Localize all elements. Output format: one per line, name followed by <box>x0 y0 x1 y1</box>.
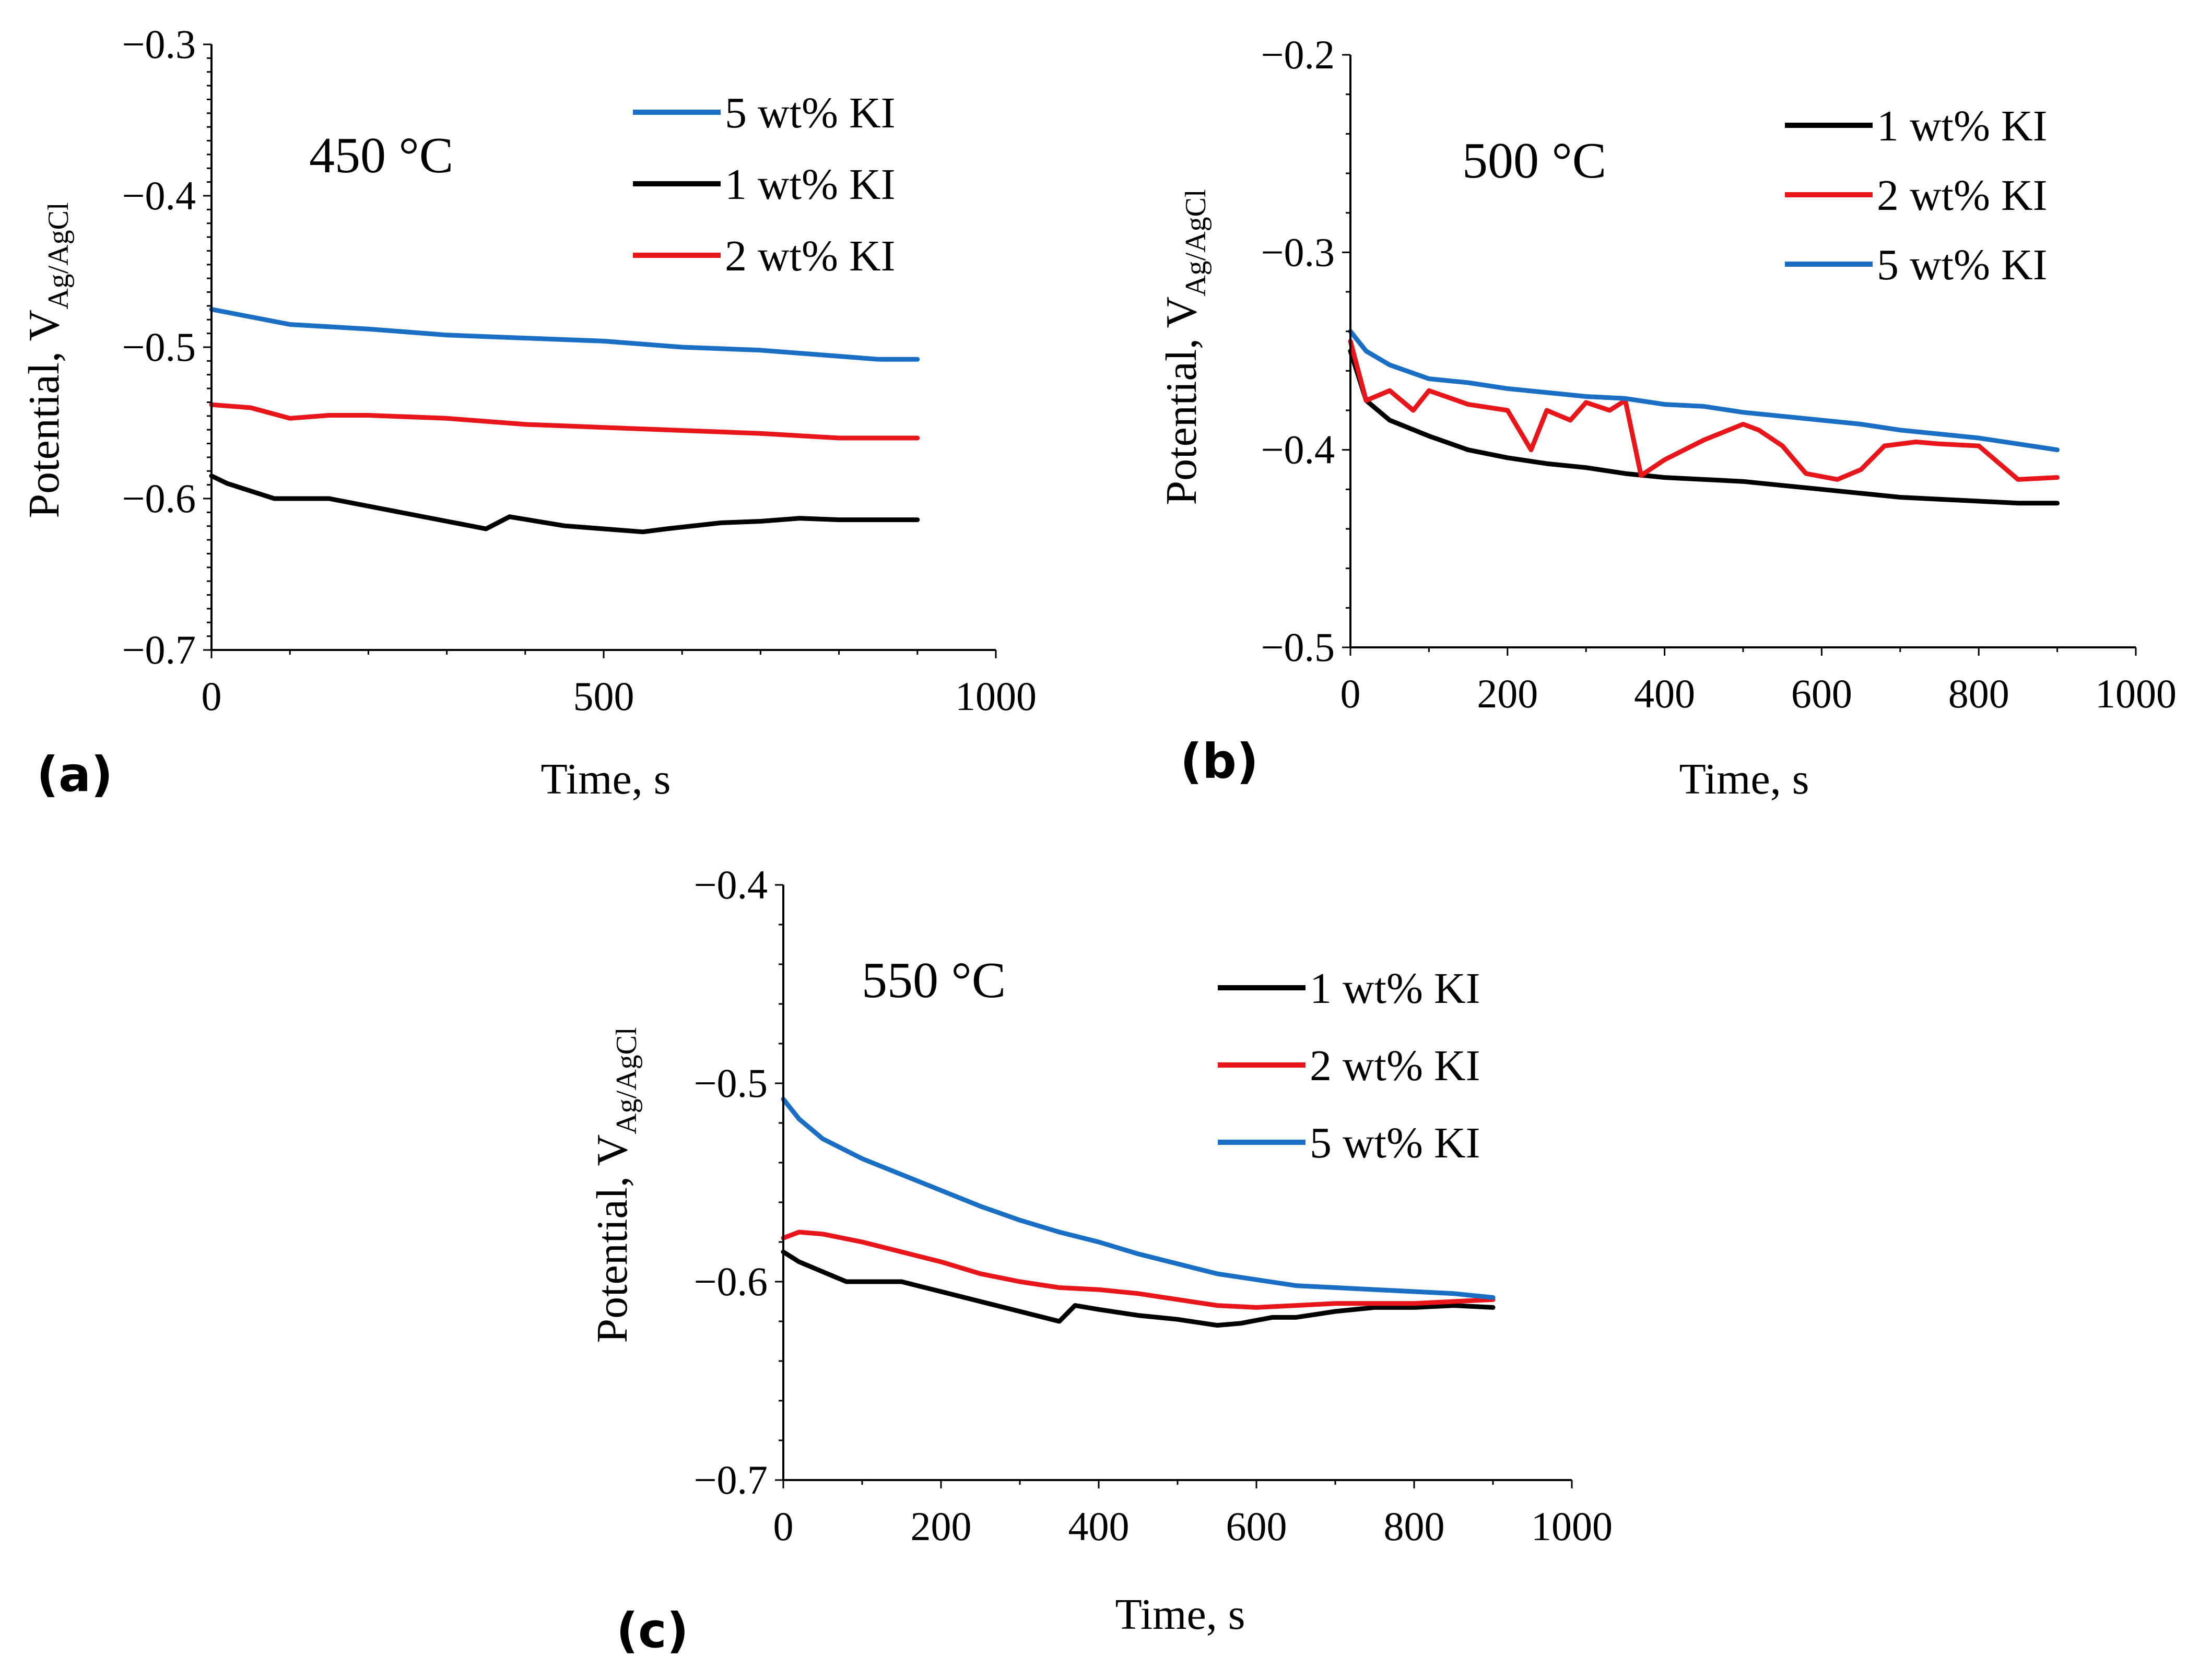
panel-b-y-tick-label: −0.3 <box>1261 229 1335 275</box>
panel-a-legend-label-2: 2 wt% KI <box>725 232 896 280</box>
panel-a-letter: (a) <box>37 747 113 802</box>
panel-b-x-tick-label: 600 <box>1791 671 1852 716</box>
panel-b-y-axis-title: Potential, VAg/AgCl <box>1157 189 1212 505</box>
panel-b-legend-label-2: 5 wt% KI <box>1877 241 2048 289</box>
panel-c-legend-label-1: 2 wt% KI <box>1310 1042 1480 1090</box>
panel-c-x-tick-label: 800 <box>1384 1504 1445 1549</box>
panel-b-series-5-wt-ki <box>1348 329 2060 453</box>
panel-c-y-tick-label: −0.5 <box>694 1060 768 1106</box>
panel-a-y-tick-label: −0.5 <box>122 324 196 370</box>
panel-b-y-axis-title-var: V <box>1157 297 1206 328</box>
panel-a-temperature-label: 450 °C <box>309 127 453 184</box>
panel-c-ticks: −0.7 −0.6 −0.5 −0.4 0 200 400 600 800 1000 <box>694 862 1613 1549</box>
panel-b-legend-label-0: 1 wt% KI <box>1877 102 2048 150</box>
panel-b-series-2-wt-ki <box>1348 339 2060 482</box>
panel-c-legend: 1 wt% KI 2 wt% KI 5 wt% KI <box>1218 964 1480 1167</box>
panel-b-y-tick-label: −0.4 <box>1261 427 1335 472</box>
panel-a-y-tick-label: −0.4 <box>122 173 196 218</box>
panel-b-x-tick-label: 400 <box>1634 671 1695 716</box>
panel-a-x-tick-label: 0 <box>202 673 222 719</box>
panel-b-x-tick-label: 200 <box>1477 671 1538 716</box>
panel-c: −0.7 −0.6 −0.5 −0.4 0 200 400 600 800 1000 Time, … <box>588 862 1613 1659</box>
panel-b-x-tick-label: 0 <box>1340 671 1361 716</box>
panel-a-ticks: −0.7 −0.6 −0.5 −0.4 −0.3 0 500 1000 <box>122 21 1037 719</box>
panel-b-ticks: −0.5 −0.4 −0.3 −0.2 0 200 400 600 800 1000 <box>1261 32 2177 716</box>
panel-a-x-axis-title: Time, s <box>540 755 671 803</box>
panel-c-temperature-label: 550 °C <box>862 952 1006 1009</box>
panel-b-y-axis-title-text: Potential, <box>1157 328 1206 505</box>
panel-c-x-tick-label: 1000 <box>1531 1504 1613 1549</box>
panel-c-x-tick-label: 400 <box>1068 1504 1130 1549</box>
panel-a-series <box>209 307 920 535</box>
panel-a-y-tick-label: −0.3 <box>122 21 196 67</box>
panel-c-series-1-wt-ki <box>781 1249 1496 1328</box>
panel-a-y-axis-title-var: V <box>20 310 68 341</box>
panel-c-y-axis-title-var: V <box>588 1134 637 1166</box>
panel-a-y-axis-title-sub: Ag/AgCl <box>42 202 75 309</box>
panel-a-legend-label-1: 1 wt% KI <box>725 160 896 209</box>
panel-c-series-2-wt-ki <box>781 1229 1496 1310</box>
panel-a-series-2-wt-ki <box>209 402 920 441</box>
panel-a: −0.7 −0.6 −0.5 −0.4 −0.3 0 500 1000 Time, s Pot… <box>20 21 1037 803</box>
panel-b-y-tick-label: −0.2 <box>1261 32 1335 77</box>
panel-b-y-tick-label: −0.5 <box>1261 624 1335 670</box>
panel-b-x-axis-title: Time, s <box>1679 755 1809 803</box>
panel-b-series <box>1348 329 2060 506</box>
panel-c-x-axis-title: Time, s <box>1115 1590 1245 1639</box>
panel-c-y-tick-label: −0.7 <box>694 1457 768 1502</box>
panel-c-legend-label-2: 5 wt% KI <box>1310 1119 1480 1167</box>
panel-b-letter: (b) <box>1180 733 1259 789</box>
panel-c-y-tick-label: −0.6 <box>694 1259 768 1304</box>
panel-a-legend-label-0: 5 wt% KI <box>725 89 896 137</box>
panel-b-x-tick-label: 800 <box>1948 671 2009 716</box>
panel-a-y-tick-label: −0.7 <box>122 627 196 672</box>
panel-a-y-axis-title-text: Potential, <box>20 341 68 518</box>
panel-c-y-axis-title-sub: Ag/AgCl <box>610 1027 643 1134</box>
panel-a-y-axis-title: Potential, VAg/AgCl <box>20 202 75 518</box>
panel-a-series-1-wt-ki <box>209 474 920 535</box>
panel-a-x-tick-label: 500 <box>573 673 634 719</box>
panel-c-x-tick-label: 200 <box>911 1504 972 1549</box>
panel-a-x-tick-label: 1000 <box>955 673 1037 719</box>
panel-c-series-5-wt-ki <box>781 1096 1496 1300</box>
panel-c-y-axis-title: Potential, VAg/AgCl <box>588 1027 643 1343</box>
panel-b: −0.5 −0.4 −0.3 −0.2 0 200 400 600 800 1000 Time, … <box>1157 32 2177 803</box>
panel-a-legend: 5 wt% KI 1 wt% KI 2 wt% KI <box>633 89 896 280</box>
panel-b-series-1-wt-ki <box>1348 349 2060 506</box>
panel-b-legend-label-1: 2 wt% KI <box>1877 171 2048 220</box>
panel-c-legend-label-0: 1 wt% KI <box>1310 964 1480 1013</box>
panel-c-y-axis-title-text: Potential, <box>588 1166 637 1343</box>
panel-c-x-tick-label: 600 <box>1226 1504 1287 1549</box>
panel-b-temperature-label: 500 °C <box>1462 133 1606 189</box>
panel-a-y-tick-label: −0.6 <box>122 476 196 521</box>
panel-b-legend: 1 wt% KI 2 wt% KI 5 wt% KI <box>1785 102 2048 289</box>
panel-c-series <box>781 1096 1496 1328</box>
panel-c-y-tick-label: −0.4 <box>694 862 768 907</box>
panel-a-series-5-wt-ki <box>209 307 920 362</box>
panel-b-y-axis-title-sub: Ag/AgCl <box>1180 189 1212 296</box>
panel-b-x-tick-label: 1000 <box>2095 671 2177 716</box>
panel-c-x-tick-label: 0 <box>773 1504 794 1549</box>
panel-c-letter: (c) <box>616 1603 689 1659</box>
